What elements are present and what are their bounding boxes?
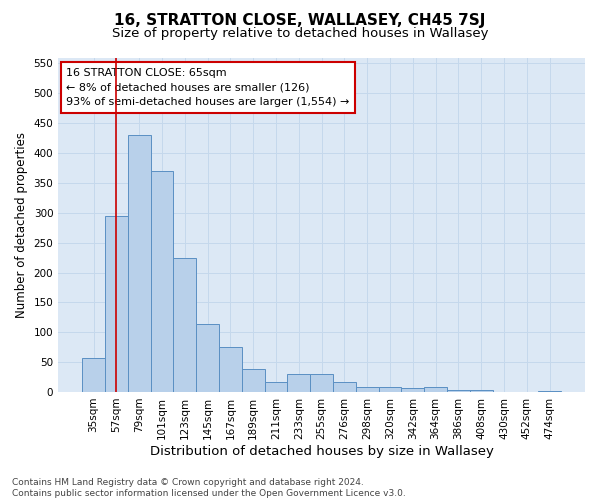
Text: Contains HM Land Registry data © Crown copyright and database right 2024.
Contai: Contains HM Land Registry data © Crown c… — [12, 478, 406, 498]
Text: 16, STRATTON CLOSE, WALLASEY, CH45 7SJ: 16, STRATTON CLOSE, WALLASEY, CH45 7SJ — [115, 12, 485, 28]
Bar — [128, 135, 151, 392]
Bar — [82, 358, 105, 392]
Bar — [310, 374, 333, 392]
Bar — [242, 370, 265, 392]
Y-axis label: Number of detached properties: Number of detached properties — [15, 132, 28, 318]
Bar — [356, 387, 379, 392]
Text: 16 STRATTON CLOSE: 65sqm
← 8% of detached houses are smaller (126)
93% of semi-d: 16 STRATTON CLOSE: 65sqm ← 8% of detache… — [66, 68, 349, 107]
Bar — [379, 386, 401, 392]
Bar — [151, 171, 173, 392]
Bar — [265, 382, 287, 392]
Bar — [424, 386, 447, 392]
X-axis label: Distribution of detached houses by size in Wallasey: Distribution of detached houses by size … — [149, 444, 494, 458]
Bar — [333, 382, 356, 392]
Bar — [538, 391, 561, 392]
Bar — [196, 324, 219, 392]
Bar — [401, 388, 424, 392]
Bar — [173, 258, 196, 392]
Bar — [287, 374, 310, 392]
Bar — [470, 390, 493, 392]
Bar — [447, 390, 470, 392]
Bar — [105, 216, 128, 392]
Text: Size of property relative to detached houses in Wallasey: Size of property relative to detached ho… — [112, 28, 488, 40]
Bar — [219, 346, 242, 392]
